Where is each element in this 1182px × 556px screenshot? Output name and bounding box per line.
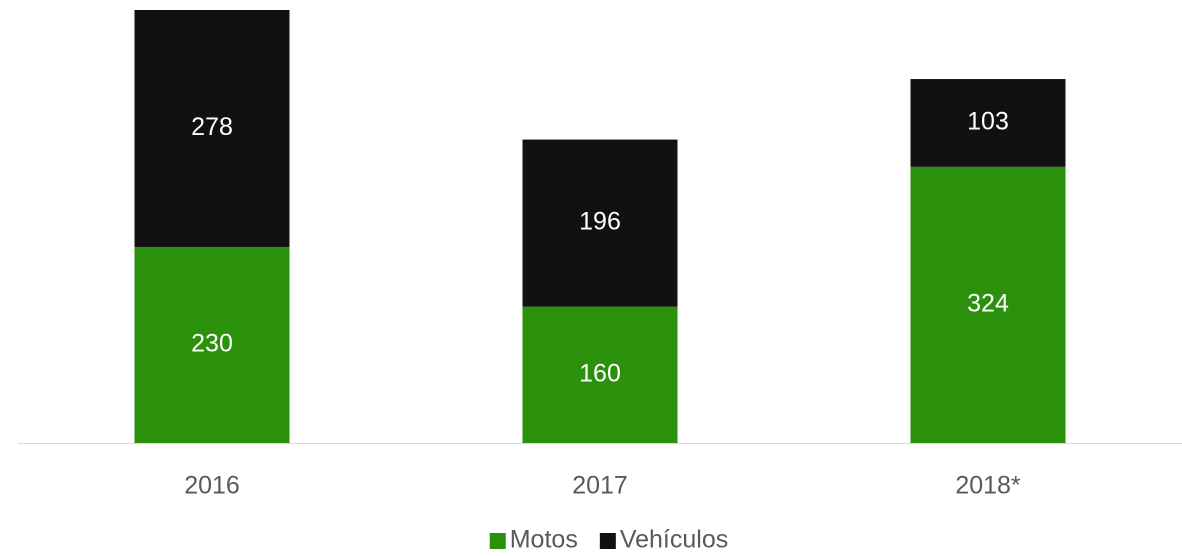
data-label: 160 [579,359,621,387]
data-label: 103 [967,108,1009,136]
bar-segment [134,10,290,247]
data-label: 278 [191,113,233,141]
legend-swatch [489,533,506,549]
bar-segment [910,166,1066,443]
bar-segment [910,79,1066,167]
x-tick-label: 2018* [955,472,1021,500]
bar-segment [522,139,678,307]
x-tick-label: 2017 [572,472,628,500]
bar-segment [522,306,678,443]
data-label: 196 [579,208,621,236]
legend-swatch [599,533,616,549]
bar-segment [134,246,290,443]
legend-label: Motos [510,526,578,554]
data-label: 324 [967,290,1009,318]
data-label: 230 [191,330,233,358]
legend-label: Vehículos [620,526,728,554]
x-tick-label: 2016 [184,472,240,500]
